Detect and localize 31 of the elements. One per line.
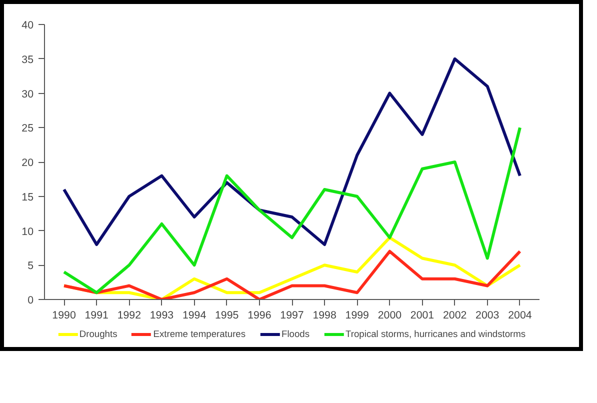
y-tick-label: 5 (28, 260, 34, 272)
legend-label: Tropical storms, hurricanes and windstorms (346, 329, 526, 339)
x-tick-label: 2002 (442, 310, 467, 322)
x-tick-label: 2001 (410, 310, 434, 322)
line-series (62, 250, 522, 300)
x-tick-label: 2000 (378, 310, 402, 322)
line-series (62, 126, 522, 294)
line-series (62, 57, 522, 246)
legend-label: Floods (282, 329, 310, 339)
y-tick-label: 30 (22, 88, 34, 100)
x-tick-label: 1994 (182, 310, 206, 322)
y-tick-label: 15 (22, 191, 34, 204)
x-tick-label: 1995 (215, 310, 239, 322)
legend-label: Extreme temperatures (153, 329, 246, 339)
x-tick-label: 1990 (52, 310, 76, 322)
x-tick-label: 1997 (280, 310, 304, 322)
y-tick-label: 10 (22, 226, 34, 238)
x-tick-label: 1999 (345, 310, 370, 322)
y-tick-label: 25 (22, 122, 34, 135)
x-tick-label: 1996 (248, 310, 272, 322)
y-tick-label: 40 (22, 20, 34, 32)
x-tick-label: 1991 (84, 310, 109, 322)
x-tick-label: 1998 (312, 310, 336, 322)
x-tick-label: 1992 (117, 310, 142, 322)
x-tick-label: 2004 (508, 310, 532, 322)
x-tick-label: 2003 (476, 310, 500, 322)
y-tick-label: 0 (28, 294, 34, 306)
y-tick-label: 35 (22, 54, 34, 66)
legend-label: Droughts (79, 329, 118, 339)
x-tick-label: 1993 (150, 310, 174, 322)
y-tick-label: 20 (22, 157, 34, 169)
